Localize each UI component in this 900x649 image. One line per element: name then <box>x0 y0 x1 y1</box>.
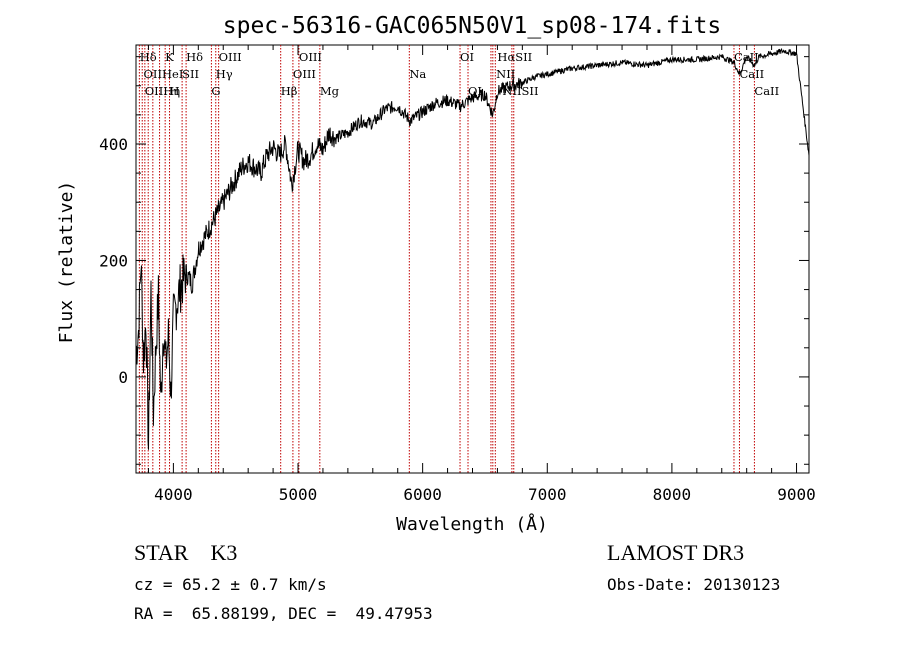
emission-line-label: Hβ <box>281 84 298 98</box>
survey-name: LAMOST DR3 <box>607 540 745 565</box>
spectrum-line <box>135 47 810 450</box>
y-tick-label: 0 <box>118 368 128 387</box>
redshift-value: cz = 65.2 ± 0.7 km/s <box>134 575 327 594</box>
coordinates: RA = 65.88199, DEC = 49.47953 <box>134 604 433 623</box>
emission-line-label: OIII <box>219 50 242 64</box>
emission-line-label: OIIHη <box>145 84 181 98</box>
emission-line-label: NII <box>496 67 515 81</box>
emission-line-label: G <box>211 84 220 98</box>
y-tick-label: 200 <box>99 251 128 270</box>
x-axis: 4000 5000 6000 7000 8000 9000 <box>147 45 816 504</box>
x-tick-label: 8000 <box>653 485 692 504</box>
x-tick-label: 5000 <box>279 485 318 504</box>
emission-line-label: HαSII <box>497 50 532 64</box>
emission-line-label: H <box>170 84 180 98</box>
emission-line-label: Mg <box>320 84 340 98</box>
x-tick-label: 6000 <box>403 485 442 504</box>
emission-line-label: Hδ <box>186 50 203 64</box>
x-tick-label: 9000 <box>777 485 816 504</box>
emission-line-label: OIII <box>299 50 322 64</box>
emission-line-label: Hδ <box>140 50 157 64</box>
emission-line-label: CaII <box>754 84 779 98</box>
observation-date: Obs-Date: 20130123 <box>607 575 781 594</box>
emission-line-label: SII <box>182 67 199 81</box>
x-tick-label: 7000 <box>528 485 567 504</box>
object-class: STAR K3 <box>134 540 238 565</box>
emission-line-label: OIII <box>293 67 316 81</box>
x-axis-label: Wavelength (Å) <box>396 513 548 535</box>
emission-line-markers <box>138 45 755 473</box>
x-tick-label: 4000 <box>154 485 193 504</box>
plot-frame <box>135 44 810 474</box>
emission-line-label: Na <box>409 67 426 81</box>
y-axis-label: Flux (relative) <box>56 181 77 344</box>
emission-line-label: OIIHeI <box>143 67 183 81</box>
y-axis: 0 200 400 <box>99 56 809 465</box>
emission-line-label: K <box>165 50 174 64</box>
emission-line-label: OI <box>460 50 474 64</box>
emission-line-label: CaII <box>739 67 764 81</box>
emission-line-label: Hγ <box>216 67 233 81</box>
chart-title: spec-56316-GAC065N50V1_sp08-174.fits <box>223 13 722 39</box>
y-tick-label: 400 <box>99 135 128 154</box>
